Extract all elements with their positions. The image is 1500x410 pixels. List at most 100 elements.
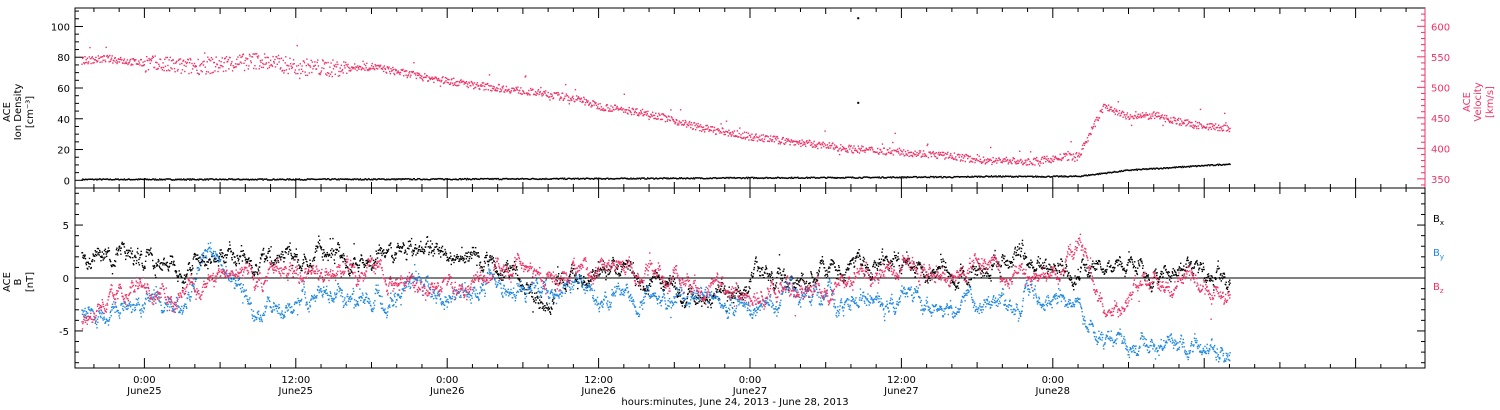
data-point — [917, 176, 919, 179]
data-point — [406, 76, 408, 79]
data-point — [506, 177, 508, 180]
data-point — [837, 150, 840, 152]
data-point — [201, 259, 203, 261]
data-point — [278, 61, 280, 63]
data-point — [1110, 108, 1112, 111]
data-point — [567, 99, 569, 101]
data-point — [590, 177, 592, 180]
data-point — [354, 263, 357, 265]
data-point — [779, 141, 781, 143]
data-point — [956, 175, 958, 178]
data-point — [588, 177, 590, 180]
data-point — [132, 257, 134, 259]
data-point — [631, 178, 633, 180]
data-point — [502, 87, 504, 89]
data-point — [741, 297, 744, 299]
data-point — [197, 58, 199, 61]
data-point — [519, 280, 521, 283]
data-point — [814, 278, 816, 280]
data-point — [538, 307, 540, 309]
data-point — [1131, 169, 1133, 171]
data-point — [225, 56, 228, 58]
data-point — [784, 274, 786, 276]
data-point — [634, 178, 636, 180]
data-point — [430, 246, 432, 249]
data-point — [171, 255, 173, 257]
data-point — [115, 249, 118, 251]
data-point — [265, 63, 267, 65]
data-point — [650, 177, 652, 179]
data-point — [190, 269, 192, 271]
velocity-label-line1: ACE — [1462, 92, 1473, 112]
data-point — [516, 88, 518, 90]
data-point — [117, 178, 119, 180]
data-point — [385, 71, 387, 73]
data-point — [423, 178, 425, 180]
data-point — [1011, 176, 1013, 178]
data-point — [878, 151, 881, 154]
data-point — [820, 176, 822, 179]
data-point — [515, 178, 517, 180]
data-point — [662, 289, 664, 291]
data-point — [1156, 111, 1158, 114]
data-point — [1016, 162, 1018, 165]
data-point — [280, 178, 282, 181]
data-point — [755, 177, 758, 179]
data-point — [665, 280, 668, 283]
data-point — [439, 85, 442, 87]
data-point — [557, 94, 559, 96]
data-point — [1008, 161, 1010, 163]
data-point — [536, 295, 539, 298]
data-point — [936, 157, 939, 159]
data-point — [1225, 130, 1228, 132]
data-point — [686, 297, 688, 300]
data-point — [495, 267, 497, 269]
data-point — [927, 156, 930, 159]
data-point — [279, 68, 281, 70]
data-point — [797, 280, 800, 282]
data-point — [573, 274, 576, 276]
data-point — [588, 103, 590, 106]
data-point — [366, 262, 369, 264]
data-point — [145, 251, 148, 253]
data-point — [1161, 168, 1163, 170]
data-point — [758, 266, 760, 269]
data-point — [680, 302, 683, 304]
data-point — [668, 280, 671, 282]
data-point — [756, 261, 758, 263]
data-point — [588, 104, 590, 106]
data-point — [498, 84, 500, 86]
data-point — [81, 179, 83, 181]
data-point — [627, 268, 629, 270]
data-point — [546, 178, 548, 180]
data-point — [453, 83, 456, 86]
data-point — [124, 252, 126, 254]
data-point — [387, 67, 389, 69]
data-point — [806, 142, 809, 144]
data-point — [661, 118, 664, 121]
data-point — [160, 262, 162, 264]
data-point — [217, 179, 219, 181]
data-point — [112, 62, 114, 64]
data-point — [463, 258, 465, 260]
data-point — [763, 177, 765, 179]
data-point — [333, 178, 335, 180]
data-point — [1074, 175, 1077, 177]
data-point — [853, 177, 856, 179]
data-point — [329, 66, 331, 68]
data-point — [126, 249, 128, 252]
data-point — [190, 273, 193, 275]
data-point — [365, 179, 368, 181]
data-point — [860, 177, 863, 179]
data-point — [869, 177, 872, 179]
data-point — [611, 260, 613, 262]
data-point — [372, 67, 374, 70]
data-point — [544, 310, 547, 312]
data-point — [671, 177, 674, 180]
data-point — [117, 250, 119, 252]
data-point — [214, 178, 217, 180]
data-point — [1026, 175, 1028, 178]
data-point — [1068, 175, 1070, 178]
data-point — [1119, 170, 1122, 173]
data-point — [747, 132, 749, 134]
